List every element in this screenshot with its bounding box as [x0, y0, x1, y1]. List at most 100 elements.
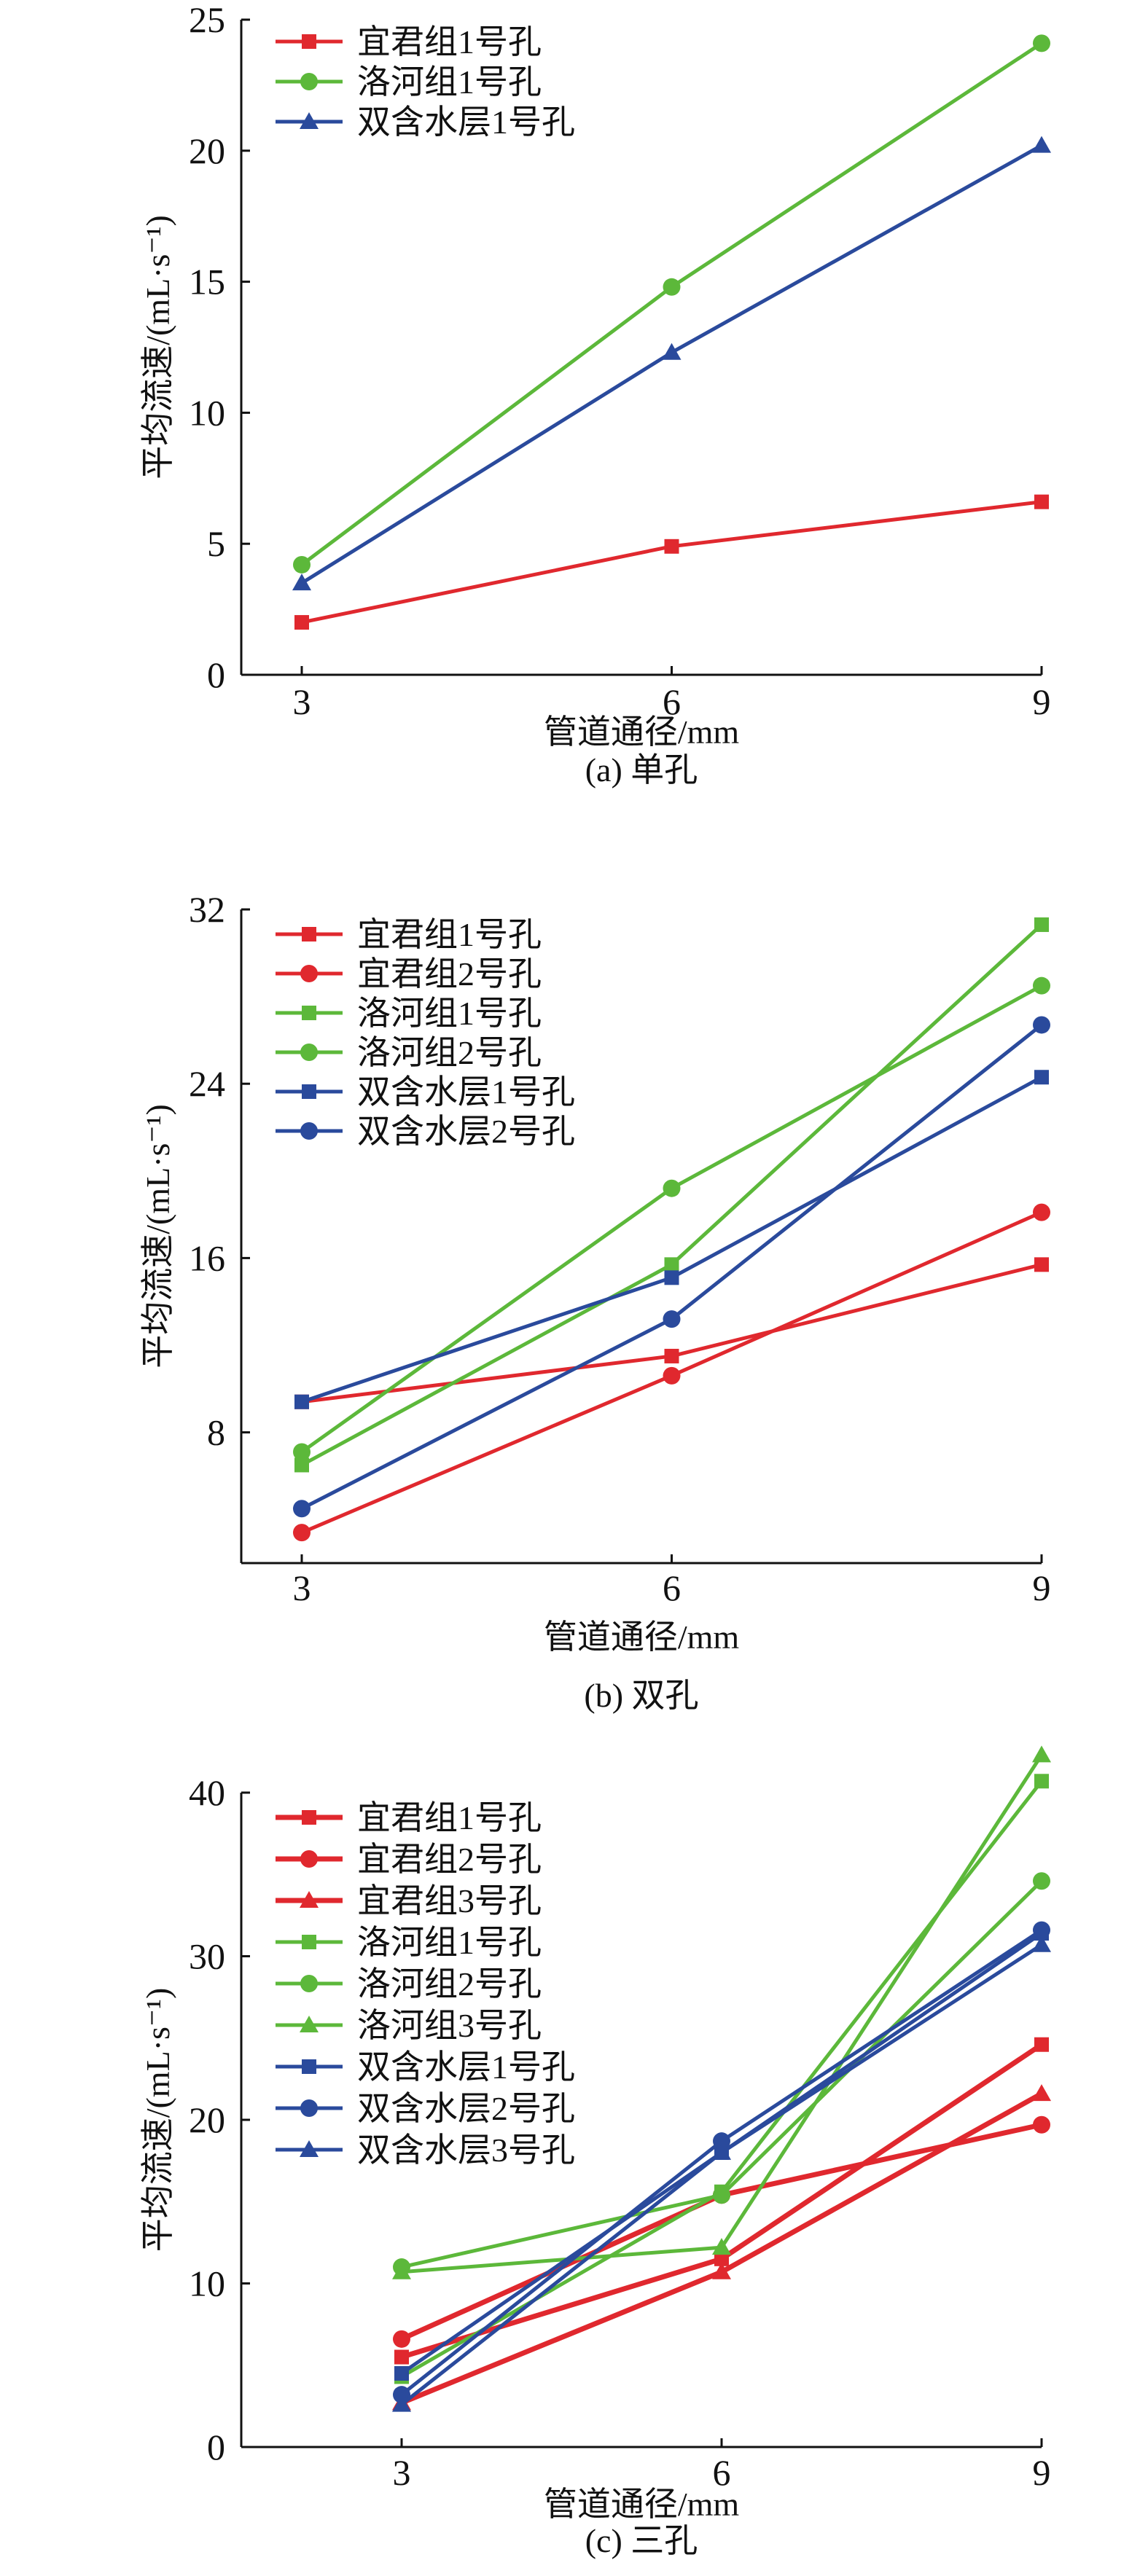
legend-item: 双含水层1号孔: [276, 1073, 575, 1111]
data-point: [714, 2251, 729, 2266]
legend-label: 宜君组1号孔: [357, 1799, 542, 1836]
data-point: [1032, 1745, 1051, 1763]
data-point: [712, 2142, 731, 2160]
legend-item: 双含水层3号孔: [276, 2131, 575, 2169]
legend-item: 宜君组2号孔: [276, 1841, 542, 1878]
y-tick-label: 40: [189, 1772, 225, 1813]
legend-item: 洛河组2号孔: [276, 1965, 542, 2003]
y-tick-label: 10: [189, 2263, 225, 2304]
legend-item: 宜君组1号孔: [276, 1799, 542, 1836]
series-0: [394, 2037, 1049, 2365]
legend-marker: [300, 2099, 318, 2117]
chart-caption: (a) 单孔: [585, 751, 698, 788]
data-point: [1033, 34, 1050, 52]
series-8: [392, 1935, 1051, 2412]
legend-marker: [302, 1935, 316, 1949]
x-tick-label: 6: [663, 1567, 681, 1608]
y-tick-label: 24: [189, 1063, 225, 1104]
data-point: [392, 2395, 411, 2412]
data-point: [664, 1348, 679, 1363]
data-point: [1034, 1774, 1049, 1789]
x-axis-label: 管道通径/mm: [544, 2486, 740, 2523]
data-point: [713, 2132, 730, 2150]
data-point: [392, 2262, 411, 2279]
data-point: [1034, 494, 1049, 509]
legend-label: 宜君组1号孔: [357, 916, 542, 953]
series-2: [292, 136, 1051, 591]
legend-marker: [300, 73, 318, 90]
data-point: [712, 2262, 731, 2279]
series-5: [293, 1016, 1050, 1518]
y-tick-label: 16: [189, 1237, 225, 1278]
data-point: [663, 1366, 681, 1385]
legend-label: 宜君组2号孔: [357, 955, 542, 993]
x-axis-label: 管道通径/mm: [544, 1618, 740, 1656]
data-point: [663, 1179, 681, 1197]
legend-marker: [302, 2059, 316, 2074]
legend-label: 洛河组2号孔: [357, 1034, 542, 1071]
data-point: [663, 1310, 681, 1328]
legend-label: 双含水层1号孔: [357, 2048, 575, 2086]
data-point: [713, 2186, 730, 2204]
legend-label: 洛河组1号孔: [357, 63, 542, 101]
y-axis-label: 平均流速/(mL·s⁻¹): [139, 1988, 176, 2252]
legend-item: 洛河组1号孔: [276, 1924, 542, 1961]
legend-item: 双含水层2号孔: [276, 2090, 575, 2127]
series-line: [301, 500, 1042, 625]
y-tick-label: 20: [189, 2099, 225, 2140]
x-tick-label: 9: [1033, 2452, 1051, 2493]
y-tick-label: 10: [189, 392, 225, 433]
data-point: [664, 1270, 679, 1285]
y-tick-label: 25: [189, 0, 225, 40]
x-tick-label: 6: [663, 681, 681, 722]
series-1: [293, 1203, 1050, 1542]
data-point: [662, 342, 682, 360]
series-2: [294, 917, 1049, 1473]
data-point: [663, 278, 681, 296]
legend-label: 双含水层2号孔: [357, 1113, 575, 1150]
y-axis-label: 平均流速/(mL·s⁻¹): [139, 215, 176, 479]
legend-marker: [300, 965, 318, 982]
data-point: [394, 2349, 409, 2365]
data-point: [292, 573, 311, 591]
legend-label: 双含水层1号孔: [357, 1073, 575, 1111]
y-tick-label: 15: [189, 262, 225, 302]
x-tick-label: 3: [393, 2452, 411, 2493]
legend-item: 洛河组2号孔: [276, 1034, 542, 1071]
data-point: [294, 1457, 309, 1473]
x-tick-label: 6: [713, 2452, 731, 2493]
chart-b: 8 16 24 32 3 6 9 管道通径/mm (b) 双孔 平均流速/(mL·s⁻¹) 宜君组1…: [139, 889, 1051, 1714]
legend-marker: [300, 1122, 318, 1140]
data-point: [294, 615, 309, 630]
legend-item: 洛河组3号孔: [276, 2007, 542, 2044]
data-point: [664, 539, 679, 554]
x-tick-label: 9: [1033, 681, 1051, 722]
legend-label: 宜君组2号孔: [357, 1841, 542, 1878]
chart-caption: (c) 三孔: [585, 2522, 698, 2559]
legend-marker: [300, 112, 319, 129]
legend-marker: [302, 927, 316, 941]
data-point: [1034, 1070, 1049, 1085]
data-point: [1032, 136, 1051, 153]
y-tick-label: 8: [207, 1412, 225, 1453]
legend-marker: [302, 1810, 316, 1825]
legend-marker: [300, 1850, 318, 1868]
legend-label: 洛河组1号孔: [357, 1924, 542, 1961]
x-tick-label: 9: [1033, 1567, 1051, 1608]
y-axis-label: 平均流速/(mL·s⁻¹): [139, 1104, 176, 1369]
legend-item: 宜君组3号孔: [276, 1882, 542, 1919]
data-point: [1033, 1016, 1050, 1034]
data-point: [1032, 1935, 1051, 1952]
data-point: [1033, 1921, 1050, 1939]
series-0: [294, 494, 1049, 630]
data-point: [1032, 2084, 1051, 2102]
y-tick-label: 32: [189, 889, 225, 930]
y-tick-label: 0: [207, 654, 225, 695]
data-point: [1033, 2115, 1050, 2134]
data-point: [1033, 1872, 1050, 1890]
series-5: [392, 1745, 1051, 2279]
data-point: [1034, 917, 1049, 932]
data-point: [393, 2330, 410, 2348]
chart-c: 0 10 20 30 40 3 6 9 管道通径/mm(c) 三孔 平均流速/(mL·s⁻¹) 宜君…: [139, 1745, 1051, 2559]
